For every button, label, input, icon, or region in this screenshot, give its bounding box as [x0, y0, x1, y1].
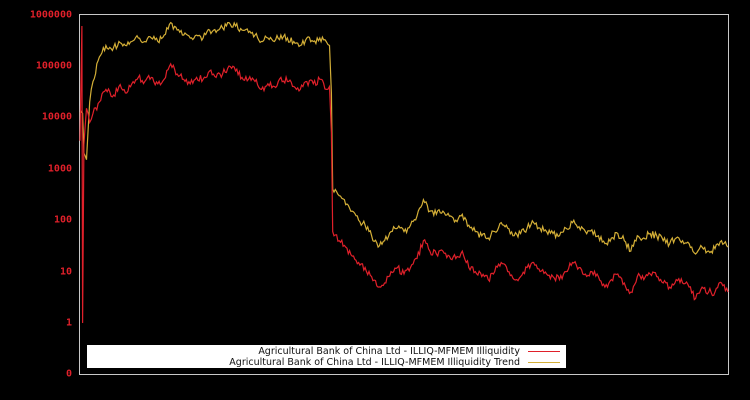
y-tick-label: 1000000 [29, 9, 72, 21]
series-layer [79, 21, 729, 324]
legend-item-illiquidity-trend: Agricultural Bank of China Ltd - ILLIQ-M… [229, 357, 560, 368]
y-tick-label: 10000 [41, 111, 72, 123]
chart-legend: Agricultural Bank of China Ltd - ILLIQ-M… [87, 345, 566, 368]
legend-label: Agricultural Bank of China Ltd - ILLIQ-M… [258, 346, 520, 357]
series-illiquidity-line [79, 25, 729, 324]
legend-label: Agricultural Bank of China Ltd - ILLIQ-M… [229, 357, 520, 368]
y-tick-label: 10 [59, 266, 72, 278]
legend-swatch-red [528, 351, 560, 352]
y-tick-label: 100 [53, 214, 72, 226]
y-tick-label: 100000 [35, 60, 72, 72]
y-tick-label: 1000 [47, 163, 72, 175]
plot-frame [79, 14, 729, 375]
y-tick-label: 0 [65, 368, 72, 380]
legend-swatch-gold [528, 362, 560, 363]
series-illiquidity-trend-line [79, 21, 729, 255]
y-tick-label: 1 [65, 317, 72, 329]
legend-item-illiquidity: Agricultural Bank of China Ltd - ILLIQ-M… [258, 346, 560, 357]
